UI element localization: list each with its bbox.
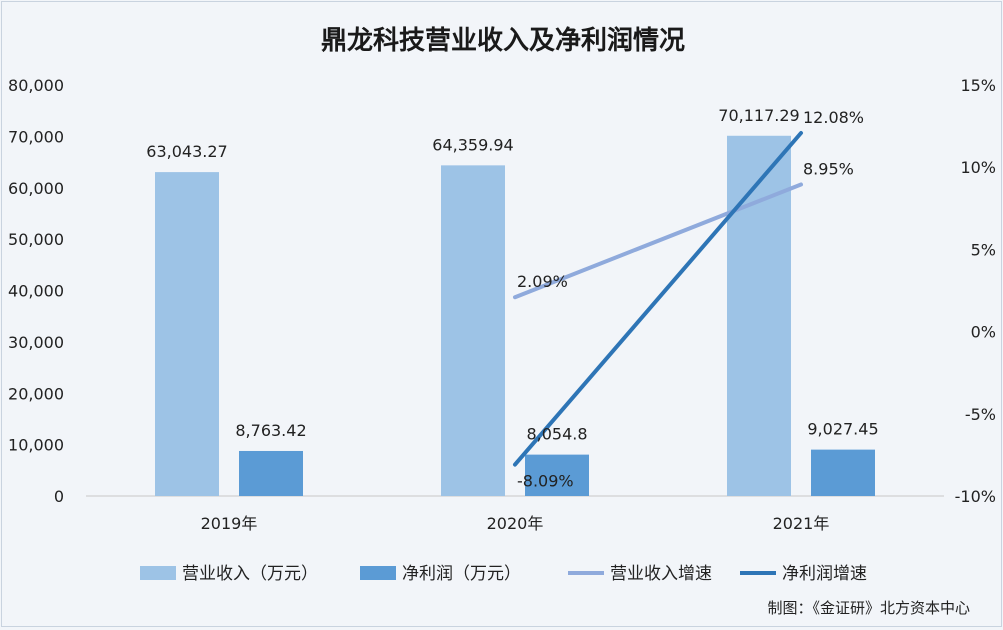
bar-revenue: [727, 135, 791, 497]
y-left-tick-label: 30,000: [8, 333, 64, 352]
y-right-tick-label: 10%: [960, 158, 996, 177]
line-profit-growth: [513, 131, 803, 467]
y-left-tick-label: 40,000: [8, 282, 64, 301]
bar-data-label: 70,117.29: [718, 106, 799, 125]
legend-label: 营业收入增速: [610, 564, 712, 584]
y-right-tick-label: -10%: [955, 487, 996, 506]
bars: [155, 135, 875, 497]
bar-data-label: 64,359.94: [432, 135, 513, 154]
chart-title: 鼎龙科技营业收入及净利润情况: [321, 25, 685, 56]
line-data-label: 12.08%: [803, 108, 864, 127]
y-right-tick-label: 5%: [971, 240, 996, 259]
credit-text: 制图：《金证研》北方资本中心: [767, 599, 970, 617]
y-left-tick-label: 60,000: [8, 179, 64, 198]
y-left-tick-label: 70,000: [8, 127, 64, 146]
axes: 0 10,000 20,000 30,000 40,000 50,000 60,000 70,…: [8, 76, 996, 533]
line-data-label: 8.95%: [803, 159, 854, 178]
legend: 营业收入（万元） 净利润（万元） 营业收入增速 净利润增速: [140, 564, 867, 584]
line-data-label: -8.09%: [517, 472, 574, 491]
bar-revenue: [441, 165, 505, 496]
bar-data-label: 63,043.27: [146, 142, 227, 161]
lines: [513, 131, 803, 467]
legend-label: 营业收入（万元）: [182, 564, 318, 584]
legend-swatch: [140, 566, 176, 580]
bar-net-profit: [525, 454, 589, 496]
y-right-tick-label: 0%: [971, 323, 996, 342]
y-right-tick-label: -5%: [965, 405, 996, 424]
x-tick-label: 2021年: [773, 514, 830, 533]
data-labels: 63,043.27 64,359.94 70,117.29 8,763.42 8,054…: [146, 106, 878, 491]
bar-data-label: 9,027.45: [807, 420, 878, 439]
bar-net-profit: [239, 450, 303, 496]
y-left-tick-label: 0: [54, 487, 64, 506]
y-left-tick-label: 20,000: [8, 384, 64, 403]
bar-data-label: 8,054.8: [526, 425, 587, 444]
bar-revenue: [155, 172, 219, 496]
x-tick-label: 2020年: [487, 514, 544, 533]
legend-swatch: [360, 566, 396, 580]
x-tick-label: 2019年: [201, 514, 258, 533]
bar-net-profit: [811, 449, 875, 496]
bar-data-label: 8,763.42: [235, 421, 306, 440]
y-left-tick-label: 10,000: [8, 436, 64, 455]
y-left-tick-label: 50,000: [8, 230, 64, 249]
legend-label: 净利润（万元）: [402, 564, 521, 584]
y-left-tick-label: 80,000: [8, 76, 64, 95]
line-data-label: 2.09%: [517, 272, 568, 291]
y-right-tick-label: 15%: [960, 76, 996, 95]
line-revenue-growth: [513, 182, 803, 300]
legend-label: 净利润增速: [782, 564, 867, 584]
